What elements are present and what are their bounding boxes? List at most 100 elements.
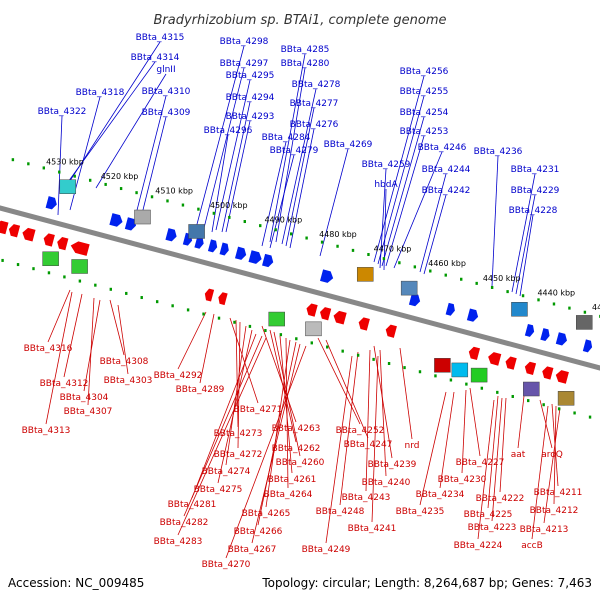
forward-gene-label: BBta_4276 — [290, 120, 339, 130]
tick-mark — [506, 290, 509, 294]
tick-mark — [228, 215, 231, 219]
forward-gene-arrow — [45, 196, 57, 210]
kbp-label: 4530 kbp — [46, 157, 84, 166]
reverse-connector — [87, 297, 95, 406]
reverse-gene-arrow — [505, 356, 517, 370]
reverse-connector — [229, 317, 259, 404]
tick-mark — [521, 294, 525, 298]
forward-gene-label: BBta_4285 — [281, 45, 330, 55]
reverse-gene-label: BBta_4234 — [416, 490, 465, 500]
reverse-gene-label: BBta_4222 — [476, 494, 525, 504]
forward-gene-label: BBta_4318 — [76, 88, 125, 98]
tick-mark — [326, 345, 329, 349]
forward-gene-arrow — [234, 246, 247, 260]
kbp-label: 4440 kbp — [537, 288, 575, 297]
reverse-gene-label: BBta_4267 — [228, 545, 277, 555]
tick-mark — [429, 269, 432, 273]
tick-mark — [32, 267, 35, 271]
tick-mark — [140, 296, 143, 300]
reverse-gene-label: BBta_4316 — [24, 344, 73, 354]
tick-mark — [58, 170, 61, 174]
tick-mark — [42, 166, 46, 170]
tick-mark — [16, 263, 20, 267]
forward-connector — [491, 155, 499, 287]
reverse-gene-label: BBta_4212 — [530, 506, 579, 516]
reverse-connector — [45, 291, 73, 425]
forward-gene-label: BBta_4294 — [226, 93, 275, 103]
reverse-gene-label: BBta_4240 — [362, 478, 411, 488]
tick-mark — [568, 306, 571, 310]
forward-gene-label: BBta_4254 — [400, 108, 449, 118]
tick-mark — [398, 261, 401, 265]
forward-gene-label: BBta_4296 — [204, 126, 253, 136]
tick-mark — [125, 291, 128, 295]
reverse-connector — [399, 347, 413, 440]
forward-connector — [423, 194, 447, 275]
forward-gene-label: BBta_4279 — [270, 146, 319, 156]
forward-connector — [95, 73, 167, 189]
forward-connector — [381, 116, 425, 267]
reverse-connector — [251, 343, 301, 544]
feature-block — [523, 381, 540, 397]
reverse-connector — [177, 311, 207, 370]
tick-mark — [47, 271, 51, 275]
tick-mark — [78, 279, 82, 283]
reverse-gene-label: BBta_4273 — [214, 429, 263, 439]
reverse-connector — [373, 345, 393, 459]
kbp-label: 4460 kbp — [428, 259, 466, 268]
reverse-connector — [261, 325, 297, 423]
reverse-connector — [47, 289, 71, 343]
reverse-connector — [531, 405, 549, 540]
feature-block — [305, 321, 322, 337]
tick-mark — [588, 415, 592, 419]
reverse-gene-label: BBta_4211 — [534, 488, 583, 498]
tick-mark — [150, 195, 154, 199]
reverse-gene-label: BBta_4227 — [456, 458, 505, 468]
forward-gene-arrow — [124, 217, 137, 231]
feature-block — [42, 251, 59, 267]
reverse-gene-label: BBta_4292 — [154, 371, 203, 381]
kbp-label: 4470 kbp — [374, 245, 412, 254]
reverse-gene-arrow — [524, 361, 537, 375]
tick-mark — [434, 374, 437, 378]
reverse-gene-arrow — [542, 366, 554, 380]
tick-mark — [1, 258, 4, 262]
reverse-gene-label: BBta_4265 — [242, 509, 291, 519]
tick-mark — [449, 378, 453, 382]
reverse-connector — [191, 333, 257, 499]
reverse-connector — [461, 389, 467, 474]
tick-mark — [413, 265, 417, 269]
reverse-connector — [117, 304, 129, 375]
reverse-connector — [63, 293, 83, 378]
forward-gene-arrow — [207, 239, 218, 253]
forward-gene-label: BBta_4280 — [281, 59, 330, 69]
forward-gene-label: BBta_4314 — [131, 53, 180, 63]
reverse-gene-label: BBta_4270 — [202, 560, 251, 570]
tick-mark — [212, 211, 216, 215]
reverse-gene-label: BBta_4223 — [468, 523, 517, 533]
forward-gene-arrow — [466, 308, 479, 322]
tick-mark — [197, 207, 200, 211]
tick-mark — [418, 370, 422, 374]
reverse-connector — [491, 397, 503, 522]
reverse-gene-label: aat — [511, 450, 526, 460]
tick-mark — [73, 174, 76, 178]
tick-mark — [259, 224, 262, 228]
reverse-gene-label: BBta_4308 — [100, 357, 149, 367]
reverse-gene-label: BBta_4304 — [60, 393, 109, 403]
reverse-connector — [109, 299, 125, 356]
forward-gene-arrow — [262, 253, 274, 268]
tick-mark — [480, 386, 484, 390]
forward-connector — [269, 53, 306, 243]
forward-gene-label: BBta_4242 — [422, 186, 471, 196]
forward-gene-label: BBta_4255 — [400, 87, 449, 97]
tick-mark — [264, 329, 267, 333]
forward-connector — [519, 214, 534, 297]
forward-connector — [377, 95, 425, 265]
kbp-label: 4520 kbp — [101, 172, 139, 181]
forward-connector — [133, 95, 167, 223]
feature-block — [557, 391, 575, 406]
tick-mark — [243, 220, 246, 224]
forward-gene-arrow — [408, 293, 421, 307]
